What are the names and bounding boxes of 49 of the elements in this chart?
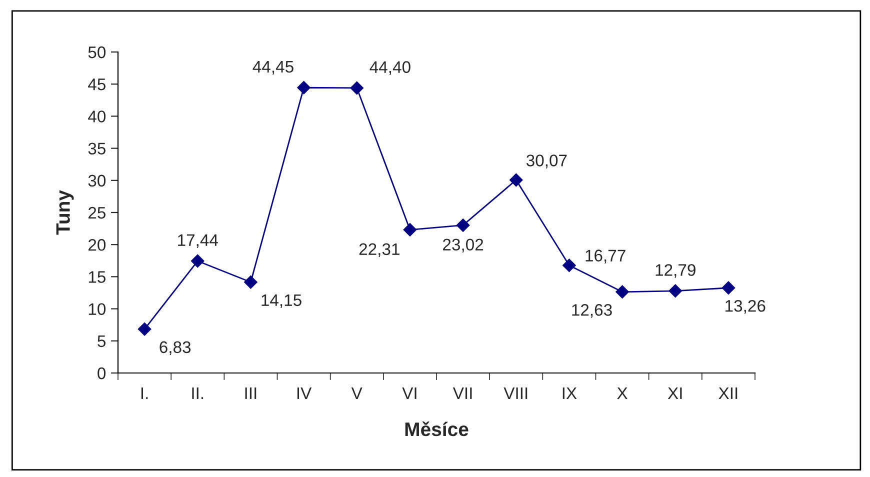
data-label: 14,15 [262, 294, 302, 308]
x-tick-label: IX [562, 388, 577, 399]
data-label: 23,02 [443, 238, 484, 252]
x-tick-label: X [617, 388, 628, 399]
point [668, 284, 682, 298]
x-axis-title: Měsíce [405, 421, 468, 436]
y-tick-label: 45 [88, 78, 106, 90]
data-label: 17,44 [178, 234, 218, 248]
x-tick-label: IV [297, 388, 312, 399]
data-label: 30,07 [526, 154, 567, 168]
point [138, 322, 152, 336]
x-tick-label: VI [402, 388, 416, 399]
data-label: 13,26 [726, 300, 766, 314]
y-tick-label: 10 [88, 303, 106, 316]
y-tick-label: 20 [88, 239, 106, 251]
data-label: 44,40 [370, 61, 410, 75]
point [244, 276, 258, 289]
data-label: 12,63 [572, 304, 612, 318]
point [403, 223, 417, 236]
data-label: 6,83 [160, 341, 191, 356]
point [510, 173, 523, 187]
y-tick-label: 0 [98, 367, 106, 380]
y-tick-label: 25 [88, 206, 106, 219]
y-tick-label: 50 [88, 46, 106, 58]
x-tick-label: II. [192, 388, 204, 399]
data-label: 22,31 [359, 243, 400, 258]
point [562, 258, 576, 272]
x-tick-label: V [351, 388, 362, 399]
data-label: 44,45 [252, 61, 294, 75]
y-tick-label: 35 [88, 142, 106, 155]
x-tick-label: XII [718, 388, 738, 399]
point [191, 254, 204, 268]
data-label: 12,79 [656, 264, 696, 278]
point [722, 281, 736, 294]
x-tick-label: I. [141, 388, 148, 399]
x-tick-label: VIII [504, 388, 528, 399]
y-tick-label: 30 [88, 174, 106, 187]
point [616, 285, 629, 299]
data-label: 16,77 [586, 250, 626, 264]
y-tick-label: 15 [88, 271, 106, 283]
x-tick-label: VII [452, 388, 472, 399]
point [456, 218, 470, 232]
y-tick-label: 40 [88, 110, 106, 122]
y-axis-title: Tuny [56, 190, 74, 235]
x-tick-label: III [245, 388, 256, 399]
y-tick-label: 5 [98, 335, 106, 348]
x-tick-label: XI [668, 388, 682, 399]
point [350, 81, 364, 95]
point [297, 81, 310, 94]
